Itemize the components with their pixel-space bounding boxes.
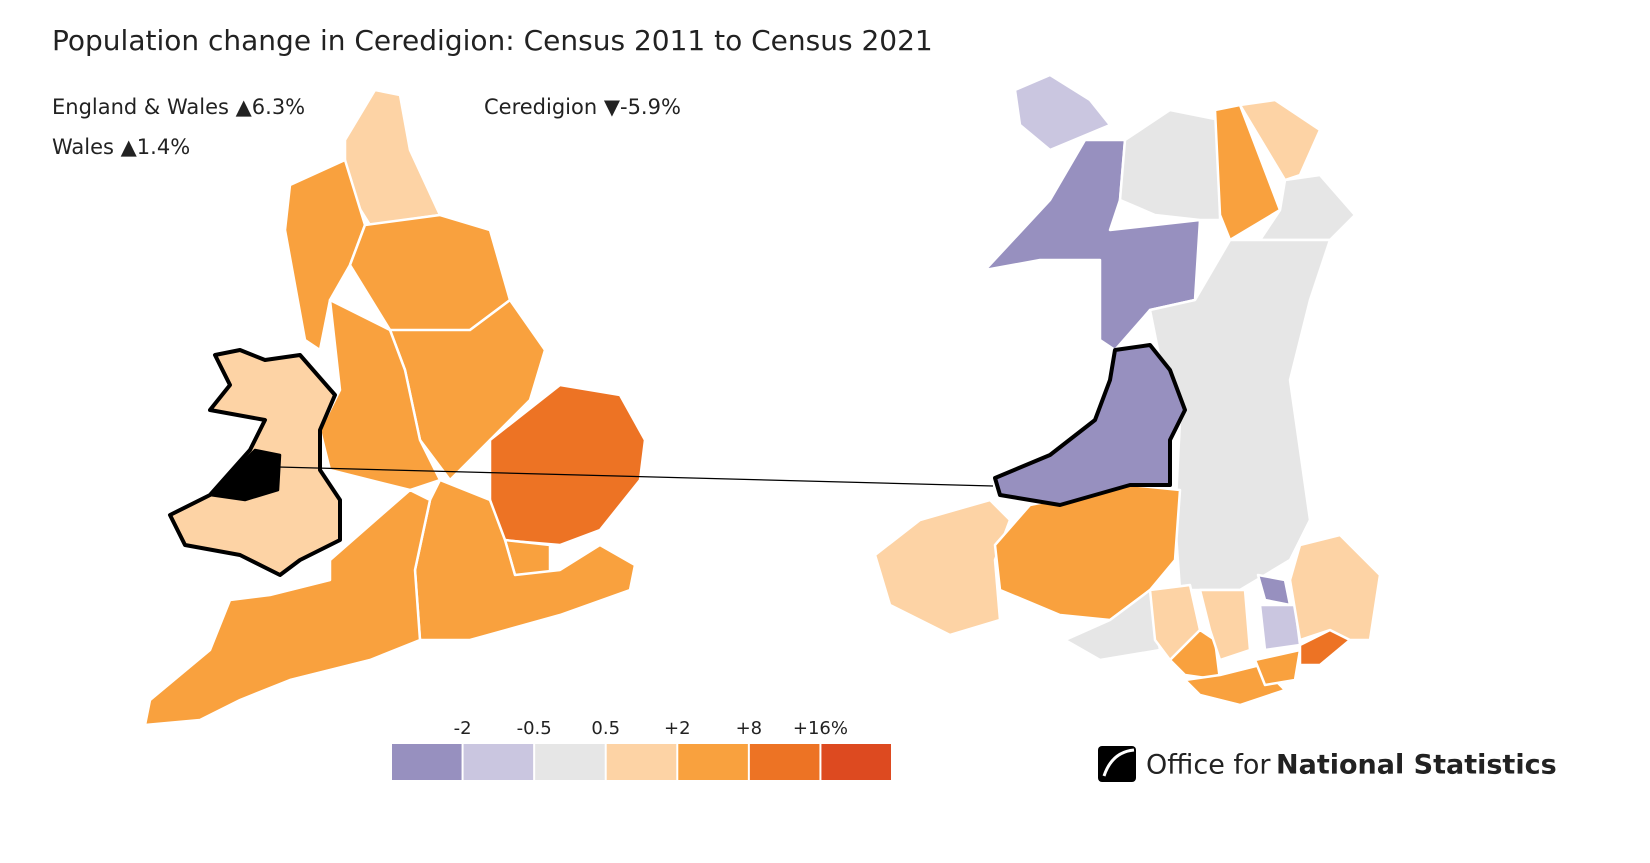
stat-wales: Wales ▲1.4% [52, 135, 190, 159]
county [1198, 588, 1252, 662]
legend-break-label: -2 [454, 718, 472, 739]
legend: -2 -0.5 0.5 +2 +8 +16% [392, 718, 891, 780]
county [1253, 648, 1302, 687]
county [1238, 98, 1322, 182]
stat-ceredigion: Ceredigion ▼-5.9% [484, 95, 681, 119]
county [983, 138, 1202, 352]
legend-break-label: -0.5 [517, 718, 552, 739]
legend-swatch [535, 744, 605, 780]
legend-swatch [463, 744, 534, 780]
county [1258, 603, 1302, 652]
legend-swatch [749, 744, 820, 780]
legend-break-label: +16% [793, 718, 848, 739]
legend-break-label: +2 [664, 718, 691, 739]
county [1118, 108, 1222, 222]
county [1213, 103, 1282, 242]
county [1288, 533, 1382, 642]
logo-prefix: Office for [1146, 750, 1271, 781]
county [1148, 238, 1332, 592]
ceredigion-highlight [208, 448, 282, 502]
ceredigion [993, 343, 1187, 507]
county [1013, 73, 1112, 152]
legend-break-label: 0.5 [591, 718, 620, 739]
stat-england-wales: England & Wales ▲6.3% [52, 95, 305, 119]
logo-icon [1098, 746, 1136, 782]
legend-swatch [821, 744, 891, 780]
legend-swatch [678, 744, 748, 780]
legend-swatch [606, 744, 677, 780]
title: Population change in Ceredigion: Census … [52, 24, 933, 57]
ons-logo: Office for National Statistics [1098, 746, 1557, 782]
county [1256, 573, 1292, 607]
legend-break-label: +8 [736, 718, 763, 739]
england-wales-map [143, 88, 647, 727]
logo-name: National Statistics [1276, 750, 1557, 781]
legend-swatch [392, 744, 462, 780]
logo-icon-mark [1102, 748, 1135, 777]
county [873, 498, 1012, 637]
connector-line [277, 466, 994, 487]
region [143, 488, 432, 727]
wales-map [873, 73, 1382, 707]
county [1168, 628, 1222, 682]
